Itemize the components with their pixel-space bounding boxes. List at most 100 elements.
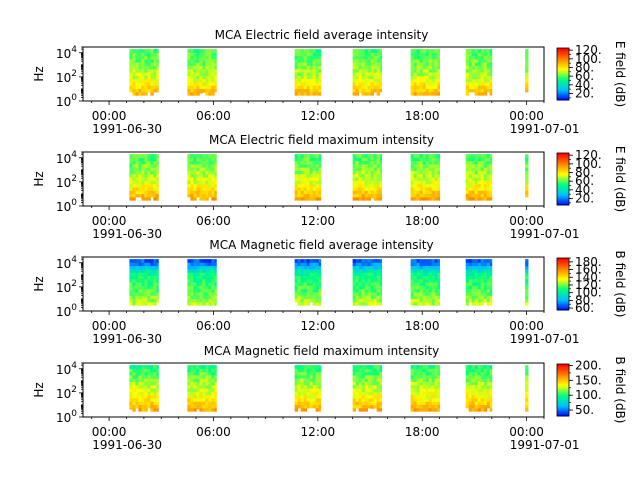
data-segment [294,154,322,201]
x-tick-label: 00:00 [509,319,544,333]
x-tick-label: 06:00 [196,319,231,333]
colorbar-tick-label: 150. [575,373,602,387]
data-segment [294,259,322,306]
y-axis-label: Hz [32,276,46,291]
panel-1: MCA Electric field average intensity1001… [32,28,627,136]
x-tick-label: 18:00 [405,425,440,439]
data-segment [465,365,493,412]
panel-title: MCA Electric field average intensity [215,28,429,42]
data-segment [187,365,217,412]
data-segment [465,154,493,201]
panel-title: MCA Electric field maximum intensity [209,133,434,147]
x-date-label: 1991-06-30 [92,227,162,241]
y-tick-label: 102 [56,174,77,190]
x-tick-label: 12:00 [301,425,336,439]
data-segment [352,365,383,412]
y-tick-label: 100 [56,409,77,425]
panel-4: MCA Magnetic field maximum intensity1001… [32,344,627,452]
colorbar-tick-label: 120. [575,148,602,162]
y-tick-label: 104 [56,45,77,61]
data-segment [410,365,441,412]
colorbar-tick-label: 20. [575,192,594,206]
colorbar: 20.40.60.80.100.120. E field (dB) [556,41,627,107]
y-axis: 100 102 104 [56,361,83,425]
x-date-label: 1991-06-30 [92,332,162,346]
x-tick-label: 00:00 [92,425,127,439]
y-axis: 100 102 104 [56,45,83,109]
colorbar-frame [556,363,570,417]
colorbar: 60.80.100.120.140.160.180. B field (dB) [556,251,627,318]
x-date-label: 1991-07-01 [510,227,580,241]
y-tick-label: 104 [56,150,77,166]
colorbar-tick-label: 80. [575,61,594,75]
y-tick-label: 100 [56,303,77,319]
y-tick-label: 102 [56,385,77,401]
y-axis: 100 102 104 [56,150,83,214]
colorbar-tick-label: 40. [575,183,594,197]
x-tick-label: 12:00 [301,109,336,123]
colorbar: 20.40.60.80.100.120. E field (dB) [556,146,627,212]
colorbar-tick-label: 160. [575,263,602,277]
x-tick-label: 00:00 [509,109,544,123]
colorbar-tick-label: 40. [575,78,594,92]
x-tick-label: 12:00 [301,319,336,333]
y-tick-label: 104 [56,255,77,271]
x-tick-label: 00:00 [509,425,544,439]
colorbar-label: E field (dB) [613,146,627,212]
colorbar-tick-label: 60. [575,301,594,315]
x-tick-label: 00:00 [92,214,127,228]
y-axis-label: Hz [32,382,46,397]
x-date-label: 1991-07-01 [510,332,580,346]
data-segment [525,259,529,306]
data-segment [525,154,529,198]
colorbar-tick-label: 120. [575,278,602,292]
colorbar-tick-label: 100. [575,388,602,402]
data-segment [465,49,493,96]
colorbar-tick-label: 140. [575,270,602,284]
y-tick-label: 102 [56,279,77,295]
axes-frame [82,256,545,312]
colorbar-tick-label: 120. [575,43,602,57]
axes-frame [82,362,545,418]
y-axis: 100 102 104 [56,255,83,319]
x-tick-label: 00:00 [92,109,127,123]
colorbar-label: B field (dB) [613,357,627,424]
colorbar-tick-label: 100. [575,52,602,66]
y-axis-label: Hz [32,66,46,81]
x-tick-label: 06:00 [196,109,231,123]
x-tick-label: 06:00 [196,425,231,439]
data-segment [352,154,383,201]
colorbar-frame [556,257,570,311]
colorbar-frame [556,47,570,101]
data-segment [129,259,159,306]
colorbar-tick-label: 200. [575,358,602,372]
x-tick-label: 18:00 [405,109,440,123]
data-segment [410,154,441,201]
data-segment [525,365,529,412]
colorbar-label: B field (dB) [613,251,627,318]
data-segment [352,49,383,96]
data-segment [352,259,383,306]
y-tick-label: 100 [56,93,77,109]
colorbar-tick-label: 100. [575,286,602,300]
x-tick-label: 12:00 [301,214,336,228]
x-tick-label: 18:00 [405,214,440,228]
data-segment [129,154,159,201]
data-segment [187,49,217,96]
colorbar-tick-label: 20. [575,87,594,101]
colorbar-tick-label: 50. [575,403,594,417]
x-tick-label: 00:00 [92,319,127,333]
data-segment [410,49,441,96]
x-date-label: 1991-06-30 [92,122,162,136]
y-tick-label: 102 [56,69,77,85]
x-date-label: 1991-07-01 [510,438,580,452]
data-segment [294,365,322,412]
data-segment [187,154,217,201]
colorbar-tick-label: 60. [575,69,594,83]
colorbar-tick-label: 80. [575,166,594,180]
x-tick-label: 06:00 [196,214,231,228]
panel-3: MCA Magnetic field average intensity1001… [32,238,627,346]
